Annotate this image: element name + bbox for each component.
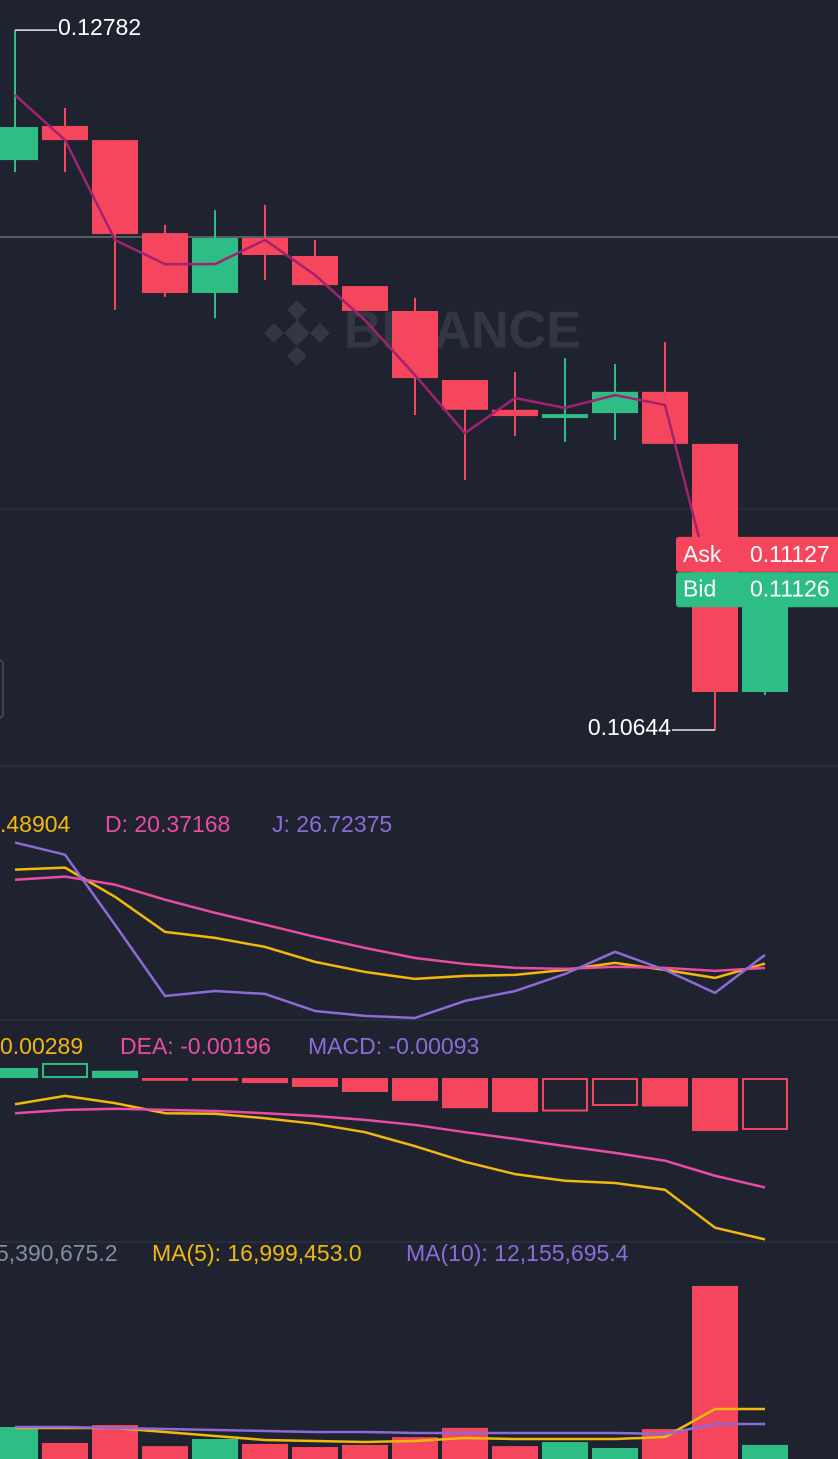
volume-bar [492, 1446, 538, 1459]
bid-box [676, 572, 838, 608]
candle-body [292, 255, 338, 286]
volume-bar [292, 1447, 338, 1459]
volume-bar [592, 1447, 638, 1459]
candle-body [492, 409, 538, 417]
candle-body [542, 414, 588, 419]
macd-bar [242, 1078, 288, 1084]
macd-bar [42, 1062, 88, 1079]
candle-body [42, 126, 88, 141]
indicator-label: D: 20.37168 [105, 811, 230, 837]
macd-bar [392, 1078, 438, 1101]
volume-bar [692, 1286, 738, 1459]
indicator-label: MA(5): 16,999,453.0 [152, 1240, 362, 1266]
candle-body [0, 127, 38, 161]
volume-bar [0, 1427, 38, 1459]
high-label: 0.12782 [58, 14, 141, 40]
macd-bar [292, 1078, 338, 1087]
macd-bar [592, 1078, 638, 1106]
indicator-line [15, 1407, 766, 1444]
volume-bar [142, 1446, 188, 1459]
volume-bar [242, 1443, 288, 1459]
candle-body [92, 140, 138, 235]
indicator-line [14, 875, 766, 973]
watermark-text: BINANCE [344, 302, 581, 360]
macd-bar [342, 1078, 388, 1092]
ask-price: 0.11127 [750, 541, 830, 567]
indicator-label: MACD: -0.00093 [308, 1033, 479, 1059]
indicator-label: .48904 [0, 811, 71, 837]
volume-bar [342, 1444, 388, 1459]
watermark-logo [264, 300, 330, 366]
macd-bar [442, 1078, 488, 1109]
bid-label: Bid [683, 575, 716, 601]
side-handle[interactable] [0, 659, 4, 719]
indicator-line [14, 841, 766, 1020]
macd-bar [0, 1067, 38, 1079]
bid-price: 0.11126 [750, 575, 830, 601]
indicator-line [15, 1422, 766, 1436]
ask-box [676, 536, 838, 572]
candle-body [192, 237, 238, 293]
volume-bar [192, 1438, 238, 1459]
volume-bar [92, 1425, 138, 1459]
low-label: 0.10644 [588, 714, 671, 740]
indicator-label: DEA: -0.00196 [120, 1033, 271, 1059]
macd-bar [142, 1078, 188, 1081]
indicator-line [14, 94, 717, 601]
indicator-line [14, 1107, 766, 1189]
volume-bar [742, 1444, 788, 1459]
indicator-label: MA(10): 12,155,695.4 [406, 1240, 629, 1266]
candle-body [392, 310, 438, 379]
ask-label: Ask [683, 541, 722, 567]
macd-bar [642, 1078, 688, 1107]
macd-bar [92, 1070, 138, 1079]
indicator-label: 5,390,675.2 [0, 1240, 118, 1266]
macd-bar [542, 1078, 588, 1112]
macd-bar [692, 1078, 738, 1132]
candle-body [642, 391, 688, 444]
volume-bar [392, 1437, 438, 1459]
candle-body [442, 380, 488, 410]
indicator-label: J: 26.72375 [272, 811, 392, 837]
candle-body [242, 237, 288, 256]
macd-bar [492, 1078, 538, 1113]
watermark: BINANCE [264, 300, 581, 366]
volume-bar [542, 1442, 588, 1459]
macd-bar [192, 1078, 238, 1081]
indicator-label: 0.00289 [0, 1033, 83, 1059]
volume-bar [42, 1443, 88, 1459]
macd-bar [742, 1078, 788, 1130]
